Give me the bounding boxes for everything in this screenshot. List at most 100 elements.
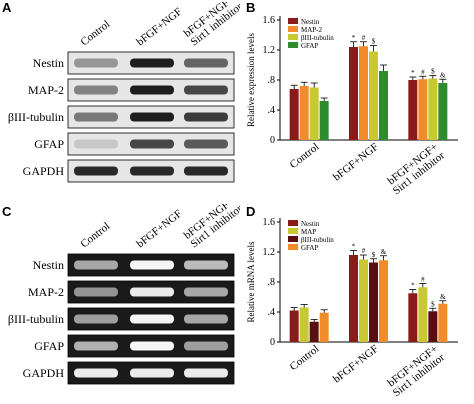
gel-lane-label: Control	[78, 220, 112, 250]
legend-swatch	[288, 34, 298, 40]
panel-c-letter: C	[2, 204, 12, 219]
gel-band	[130, 368, 174, 378]
blot-band	[130, 139, 174, 149]
y-tick-label: 1.6	[263, 217, 276, 228]
gel-row-label: GFAP	[34, 339, 64, 353]
gel-band	[130, 260, 174, 270]
y-tick-label: .4	[268, 307, 276, 318]
significance-mark: #	[421, 68, 425, 76]
gel-band	[74, 314, 118, 324]
legend-swatch	[288, 236, 298, 242]
y-axis-label: Relative mRNA levels	[246, 241, 256, 322]
gel-band	[184, 314, 228, 324]
gel-band	[74, 287, 118, 297]
bar	[309, 87, 319, 140]
blot-row-label: GAPDH	[23, 164, 65, 178]
gel-band	[184, 368, 228, 378]
y-tick-label: 1.2	[263, 45, 276, 56]
bar	[408, 293, 418, 342]
y-tick-label: .8	[268, 277, 276, 288]
significance-mark: &	[440, 71, 446, 79]
blot-band	[184, 85, 228, 95]
gel-band	[130, 287, 174, 297]
bar	[369, 51, 378, 140]
legend-label: βIII-tubulin	[301, 34, 334, 42]
bar	[379, 260, 388, 342]
gel-band	[130, 314, 174, 324]
y-tick-label: .8	[268, 75, 276, 86]
bar	[359, 46, 368, 140]
category-label: bFGF+NGF	[331, 343, 381, 386]
category-label: bFGF+NGF+Sirt1 inhibitor	[385, 343, 447, 399]
legend-swatch	[288, 18, 298, 24]
gel-band	[74, 341, 118, 351]
panel-b-letter: B	[246, 0, 256, 15]
y-tick-label: 0	[270, 135, 275, 146]
bar	[289, 89, 299, 140]
blot-row-label: Nestin	[33, 56, 64, 70]
legend-label: Nestin	[301, 220, 320, 228]
gel-row-label: βIII-tubulin	[8, 312, 64, 326]
legend-swatch	[288, 42, 298, 48]
significance-mark: $	[372, 251, 376, 259]
category-label-line: bFGF+NGF	[331, 141, 381, 184]
gel-lane-label: bFGF+NGF	[134, 208, 184, 251]
category-label: Control	[288, 343, 322, 373]
significance-mark: #	[362, 34, 366, 42]
y-tick-label: 0	[270, 337, 275, 348]
blot-lane-label: bFGF+NGF	[134, 6, 184, 49]
significance-mark: *	[411, 69, 415, 77]
legend-label: βIII-tubulin	[301, 236, 334, 244]
gel-band	[130, 341, 174, 351]
legend-swatch	[288, 244, 298, 250]
bar	[408, 80, 418, 140]
blot-band	[184, 58, 228, 68]
bar	[299, 307, 309, 342]
blot-band	[74, 112, 118, 122]
significance-mark: #	[362, 247, 366, 255]
panel-a-letter: A	[2, 0, 12, 15]
bar	[319, 101, 329, 140]
category-label-line: bFGF+NGF	[331, 343, 381, 386]
legend-label: MAP	[301, 228, 316, 236]
bar	[418, 287, 428, 342]
blot-lane-label: bFGF+NGF+Sirt1 inhibitor	[182, 2, 240, 48]
bar	[309, 321, 319, 342]
legend-swatch	[288, 220, 298, 226]
gel-row-label: MAP-2	[28, 285, 64, 299]
significance-mark: *	[352, 243, 356, 251]
blot-row-label: MAP-2	[28, 83, 64, 97]
significance-mark: &	[440, 293, 446, 301]
bar	[418, 79, 428, 140]
bar	[428, 311, 438, 342]
bar	[428, 78, 438, 140]
blot-band	[74, 85, 118, 95]
gel-band	[184, 287, 228, 297]
significance-mark: $	[431, 300, 435, 308]
blot-row-label: GFAP	[34, 137, 64, 151]
blot-band	[74, 139, 118, 149]
bar	[438, 83, 448, 140]
blot-row-label: βIII-tubulin	[8, 110, 64, 124]
category-label-line: Control	[288, 343, 322, 373]
bar	[319, 312, 329, 342]
legend-swatch	[288, 228, 298, 234]
legend-swatch	[288, 26, 298, 32]
y-tick-label: 1.2	[263, 247, 276, 258]
y-tick-label: 1.6	[263, 15, 276, 26]
bar	[289, 310, 299, 342]
gel-row-label: Nestin	[33, 258, 64, 272]
category-label: Control	[288, 141, 322, 171]
blot-band	[74, 58, 118, 68]
gel-band	[184, 341, 228, 351]
significance-mark: $	[431, 68, 435, 76]
bar	[359, 259, 368, 342]
gel-lane-label: bFGF+NGF+Sirt1 inhibitor	[182, 204, 240, 250]
gel-band	[74, 368, 118, 378]
legend-label: MAP-2	[301, 26, 323, 34]
bar	[369, 262, 378, 342]
bar	[379, 71, 388, 140]
gel-lane-label-line: Control	[78, 220, 112, 250]
